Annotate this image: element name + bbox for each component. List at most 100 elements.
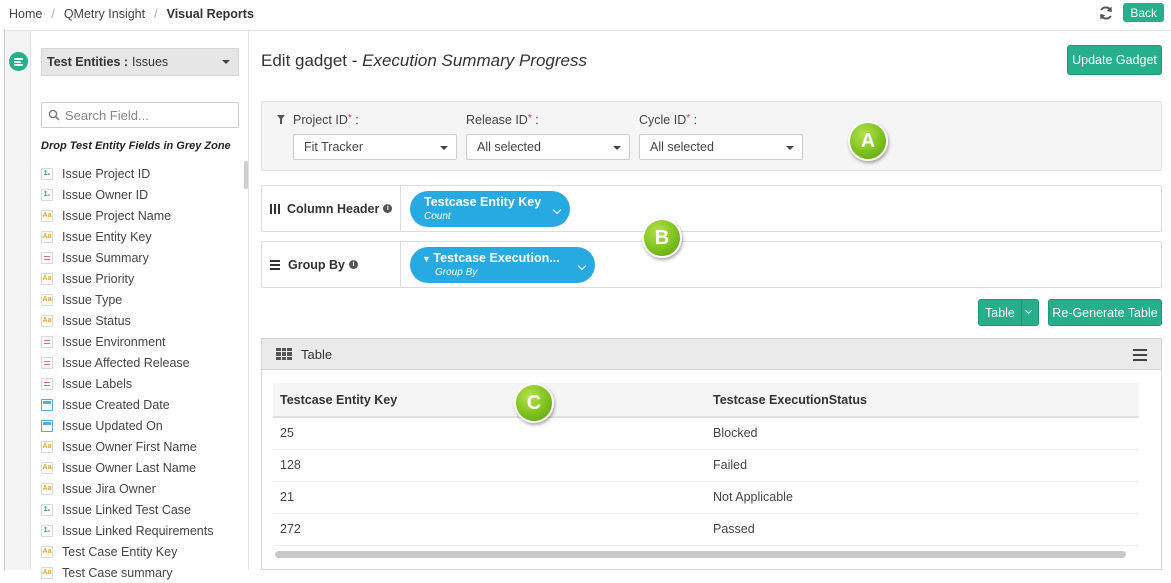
field-item[interactable]: Aa Issue Status xyxy=(41,310,241,331)
column-header[interactable]: Testcase Entity Key xyxy=(273,383,706,418)
cycle-id-value: All selected xyxy=(650,140,714,154)
project-id-value: Fit Tracker xyxy=(304,140,364,154)
number-field-icon: 1₁ xyxy=(41,524,53,537)
field-item[interactable]: Aa Test Case summary xyxy=(41,562,241,583)
field-item[interactable]: Aa Issue Jira Owner xyxy=(41,478,241,499)
field-item[interactable]: 1₁ Issue Project ID xyxy=(41,163,241,184)
field-item[interactable]: 1₁ Issue Owner ID xyxy=(41,184,241,205)
number-field-icon: 1₁ xyxy=(41,188,53,201)
table-panel-header: Table xyxy=(262,339,1161,370)
table-row: 25 Blocked xyxy=(273,417,1139,450)
table-panel-title: Table xyxy=(301,346,333,362)
sidebar-scrollbar[interactable] xyxy=(244,161,248,189)
text-field-icon xyxy=(41,356,53,369)
group-by-pill[interactable]: ▼ Testcase Execution... Group By xyxy=(410,247,595,283)
field-label: Issue Summary xyxy=(62,250,149,265)
table-cell: 128 xyxy=(273,449,706,482)
field-label: Issue Owner Last Name xyxy=(62,460,197,475)
refresh-icon[interactable] xyxy=(1098,5,1114,21)
field-label: Issue Owner ID xyxy=(62,187,149,202)
field-list: 1₁ Issue Project ID 1₁ Issue Owner ID Aa Issu… xyxy=(41,163,241,583)
field-label: Issue Affected Release xyxy=(62,355,190,370)
table-row: 272 Passed xyxy=(273,513,1139,546)
field-item[interactable]: Aa Issue Project Name xyxy=(41,205,241,226)
search-field-box xyxy=(41,102,239,128)
panel-toggle-icon[interactable] xyxy=(9,52,28,71)
field-item[interactable]: Issue Environment xyxy=(41,331,241,352)
drop-zone-note: Drop Test Entity Fields in Grey Zone xyxy=(41,140,231,152)
frame-divider xyxy=(4,30,1171,31)
text-field-icon xyxy=(41,377,53,390)
string-field-icon: Aa xyxy=(41,545,53,558)
hamburger-menu-icon[interactable] xyxy=(1133,349,1147,364)
number-field-icon: 1₁ xyxy=(41,503,53,516)
search-field-input[interactable] xyxy=(65,107,235,123)
caret-down-icon xyxy=(613,146,621,150)
left-rail xyxy=(5,31,31,570)
table-cell: Not Applicable xyxy=(706,481,1139,514)
field-item[interactable]: Aa Issue Type xyxy=(41,289,241,310)
chevron-down-icon[interactable] xyxy=(1024,306,1033,315)
table-cell: Passed xyxy=(706,513,1139,546)
field-item[interactable]: Aa Test Case Entity Key xyxy=(41,541,241,562)
string-field-icon: Aa xyxy=(41,272,53,285)
field-label: Issue Entity Key xyxy=(62,229,152,244)
field-item[interactable]: 1₁ Issue Linked Requirements xyxy=(41,520,241,541)
field-label: Issue Jira Owner xyxy=(62,481,156,496)
column-header[interactable]: Testcase ExecutionStatus xyxy=(706,383,1139,418)
caret-down-icon xyxy=(786,146,794,150)
test-entities-label: Test Entities : xyxy=(47,55,129,69)
annotation-badge-a: A xyxy=(848,121,888,161)
field-label: Issue Owner First Name xyxy=(62,439,197,454)
field-item[interactable]: Aa Issue Owner Last Name xyxy=(41,457,241,478)
test-entities-value: Issues xyxy=(132,55,169,69)
field-label: Issue Status xyxy=(62,313,131,328)
horizontal-scrollbar[interactable] xyxy=(275,551,1126,558)
filter-icon xyxy=(277,115,285,124)
table-header-row: Testcase Entity Key Testcase ExecutionSta… xyxy=(273,383,1139,418)
breadcrumb-home[interactable]: Home xyxy=(9,7,43,21)
project-id-select[interactable]: Fit Tracker xyxy=(293,134,457,160)
field-label: Issue Type xyxy=(62,292,123,307)
string-field-icon: Aa xyxy=(41,293,53,306)
release-id-value: All selected xyxy=(477,140,541,154)
field-item[interactable]: Aa Issue Entity Key xyxy=(41,226,241,247)
list-icon xyxy=(270,258,280,272)
table-row: 128 Failed xyxy=(273,449,1139,482)
breadcrumb-visual-reports: Visual Reports xyxy=(166,7,254,21)
search-icon xyxy=(48,109,60,121)
breadcrumb-separator: / xyxy=(51,7,55,21)
cycle-id-select[interactable]: All selected xyxy=(639,134,803,160)
breadcrumb-qmetry-insight[interactable]: QMetry Insight xyxy=(63,7,146,21)
column-header-pill[interactable]: Testcase Entity Key Count xyxy=(410,191,570,227)
gadget-name: Execution Summary Progress xyxy=(362,51,587,70)
field-item[interactable]: Issue Affected Release xyxy=(41,352,241,373)
pill-subtitle: Count xyxy=(424,211,451,222)
field-item[interactable]: Aa Issue Priority xyxy=(41,268,241,289)
info-icon[interactable]: i xyxy=(348,260,358,269)
release-id-label: Release ID* : xyxy=(466,113,539,127)
field-item[interactable]: Issue Summary xyxy=(41,247,241,268)
field-item[interactable]: Issue Created Date xyxy=(41,394,241,415)
field-item[interactable]: 1₁ Issue Linked Test Case xyxy=(41,499,241,520)
field-item[interactable]: Aa Issue Owner First Name xyxy=(41,436,241,457)
release-id-select[interactable]: All selected xyxy=(466,134,630,160)
field-label: Issue Labels xyxy=(62,376,133,391)
columns-icon xyxy=(270,203,280,214)
number-field-icon: 1₁ xyxy=(41,167,53,180)
field-label: Issue Priority xyxy=(62,271,135,286)
view-type-label: Table xyxy=(985,305,1015,320)
test-entities-select[interactable]: Test Entities : Issues xyxy=(41,48,239,76)
string-field-icon: Aa xyxy=(41,482,53,495)
date-field-icon xyxy=(41,398,53,411)
field-item[interactable]: Issue Updated On xyxy=(41,415,241,436)
update-gadget-button[interactable]: Update Gadget xyxy=(1067,45,1162,75)
table-icon xyxy=(276,348,292,360)
back-button[interactable]: Back xyxy=(1123,3,1164,22)
field-item[interactable]: Issue Labels xyxy=(41,373,241,394)
filter-icon: ▼ xyxy=(422,254,434,264)
info-icon[interactable]: i xyxy=(383,204,393,213)
table-panel: Table Testcase Entity Key Testcase Execut… xyxy=(261,338,1162,570)
view-type-dropdown[interactable]: Table xyxy=(978,299,1039,326)
regenerate-table-button[interactable]: Re-Generate Table xyxy=(1048,299,1162,326)
